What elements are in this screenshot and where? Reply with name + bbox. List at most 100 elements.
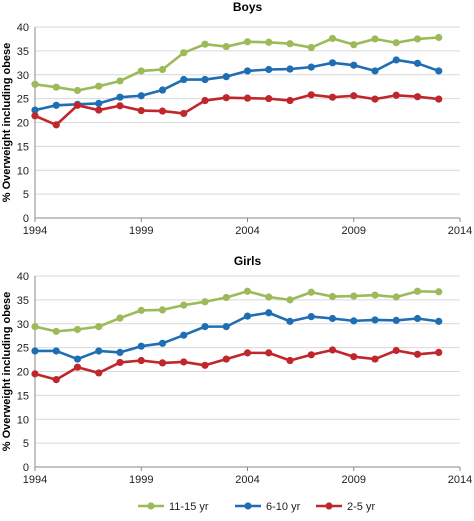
- data-point-11-15yr: [95, 82, 103, 90]
- data-point-2-5yr: [52, 121, 60, 129]
- data-point-2-5yr: [31, 370, 39, 378]
- data-point-2-5yr: [201, 96, 209, 105]
- legend-marker: [244, 502, 252, 510]
- data-point-6-10yr: [180, 331, 188, 339]
- data-point-6-10yr: [371, 67, 379, 75]
- data-point-11-15yr: [95, 323, 103, 331]
- data-point-2-5yr: [73, 101, 82, 109]
- x-tick-label: 1999: [129, 474, 153, 486]
- data-point-2-5yr: [307, 351, 315, 359]
- y-axis-label: % Overweight including obese: [1, 43, 13, 203]
- data-point-11-15yr: [286, 296, 294, 304]
- series-line-11-15yr: [34, 36, 439, 92]
- chart-title: Girls: [234, 254, 262, 268]
- data-point-6-10yr: [137, 92, 145, 100]
- data-point-2-5yr: [371, 355, 379, 363]
- data-point-11-15yr: [243, 38, 252, 46]
- data-point-11-15yr: [137, 67, 145, 75]
- data-point-6-10yr: [158, 86, 167, 94]
- y-tick-label: 0: [23, 462, 29, 474]
- data-point-2-5yr: [201, 361, 209, 369]
- data-point-2-5yr: [350, 353, 358, 361]
- legend-label: 11-15 yr: [169, 501, 209, 513]
- data-point-6-10yr: [158, 339, 167, 347]
- data-point-2-5yr: [95, 106, 103, 114]
- data-point-11-15yr: [116, 77, 124, 85]
- data-point-2-5yr: [286, 356, 294, 365]
- data-point-2-5yr: [243, 349, 252, 357]
- data-point-11-15yr: [201, 40, 209, 48]
- data-point-6-10yr: [31, 347, 39, 355]
- data-point-11-15yr: [350, 292, 358, 300]
- data-point-11-15yr: [137, 306, 145, 314]
- x-tick-label: 1994: [23, 474, 47, 486]
- data-point-11-15yr: [201, 298, 209, 306]
- y-axis-label: % Overweight including obese: [1, 292, 13, 452]
- y-tick-label: 25: [17, 94, 29, 106]
- data-point-11-15yr: [435, 288, 443, 296]
- data-point-6-10yr: [243, 67, 252, 75]
- data-point-11-15yr: [307, 43, 315, 52]
- data-point-11-15yr: [392, 293, 400, 301]
- data-point-6-10yr: [328, 314, 337, 323]
- data-point-2-5yr: [265, 349, 273, 357]
- data-point-6-10yr: [286, 65, 294, 73]
- data-point-11-15yr: [31, 80, 39, 88]
- data-point-2-5yr: [328, 93, 337, 101]
- data-point-11-15yr: [265, 38, 273, 46]
- data-point-6-10yr: [392, 316, 400, 325]
- data-point-6-10yr: [222, 323, 230, 331]
- data-point-11-15yr: [286, 40, 294, 48]
- legend: 11-15 yr 6-10 yr 2-5 yr: [138, 501, 375, 513]
- x-tick-label: 2014: [448, 474, 472, 486]
- y-tick-label: 35: [17, 295, 29, 307]
- data-point-2-5yr: [435, 95, 443, 103]
- y-tick-label: 35: [17, 46, 29, 58]
- legend-label: 2-5 yr: [347, 501, 375, 513]
- data-point-6-10yr: [286, 317, 294, 325]
- data-point-2-5yr: [413, 93, 422, 101]
- data-point-2-5yr: [137, 106, 145, 115]
- y-tick-label: 10: [17, 414, 29, 426]
- data-point-11-15yr: [328, 292, 337, 301]
- data-point-6-10yr: [350, 317, 358, 325]
- data-point-2-5yr: [116, 102, 124, 110]
- data-point-6-10yr: [265, 309, 273, 317]
- data-point-11-15yr: [116, 314, 124, 322]
- data-point-11-15yr: [350, 41, 358, 49]
- data-point-6-10yr: [137, 342, 145, 350]
- data-point-11-15yr: [435, 33, 443, 42]
- chart-panel-girls: Girls % Overweight including obese 0 5 10 15 2…: [1, 254, 472, 486]
- data-point-6-10yr: [392, 56, 400, 64]
- data-point-2-5yr: [307, 91, 315, 99]
- chart-title: Boys: [233, 0, 263, 14]
- data-point-6-10yr: [52, 101, 60, 109]
- data-point-6-10yr: [201, 323, 209, 331]
- data-point-11-15yr: [180, 49, 188, 57]
- data-point-11-15yr: [222, 42, 230, 51]
- data-point-2-5yr: [371, 95, 379, 103]
- x-tick-label: 1994: [23, 225, 47, 237]
- legend-label: 6-10 yr: [266, 501, 301, 513]
- data-point-2-5yr: [180, 109, 188, 118]
- data-point-2-5yr: [392, 91, 400, 99]
- data-point-2-5yr: [31, 112, 39, 120]
- data-point-6-10yr: [116, 348, 124, 356]
- y-tick-label: 40: [17, 271, 29, 283]
- data-point-2-5yr: [158, 359, 167, 367]
- data-point-2-5yr: [95, 369, 103, 377]
- data-point-6-10yr: [201, 75, 209, 84]
- chart-panel-boys: Boys % Overweight including obese 0 5 10 15 20…: [1, 0, 472, 237]
- series-line-2-5yr: [34, 348, 439, 381]
- data-point-2-5yr: [350, 92, 358, 100]
- data-point-6-10yr: [222, 73, 230, 81]
- y-tick-label: 40: [17, 22, 29, 34]
- data-point-11-15yr: [52, 327, 60, 335]
- y-tick-label: 10: [17, 165, 29, 177]
- data-point-2-5yr: [435, 348, 443, 356]
- y-tick-label: 20: [17, 118, 29, 130]
- data-point-6-10yr: [243, 312, 252, 320]
- series-line-6-10yr: [34, 58, 440, 112]
- data-point-11-15yr: [31, 323, 39, 331]
